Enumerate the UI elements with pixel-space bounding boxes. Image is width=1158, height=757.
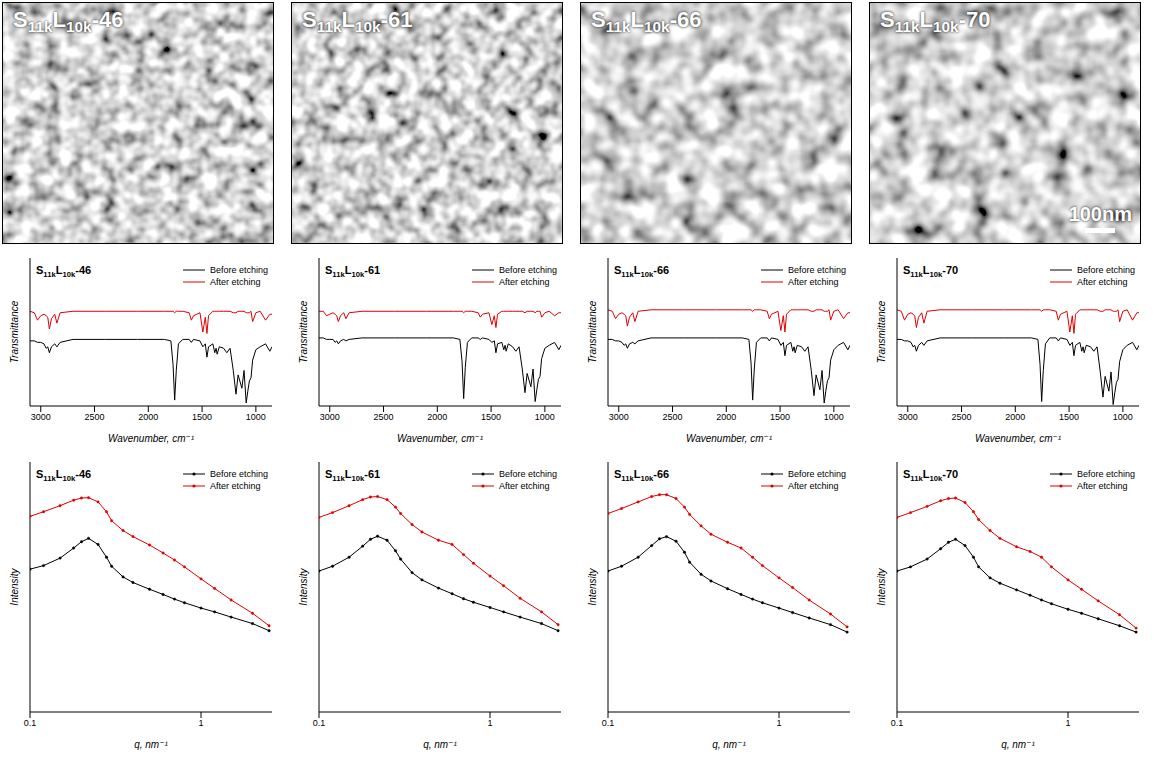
html-text:S11kL10k-61: S11kL10k-61	[325, 468, 381, 484]
html-text:S11kL10k-70: S11kL10k-70	[903, 264, 959, 280]
html-text:S11kL10k-66: S11kL10k-66	[614, 468, 670, 484]
svg-text:2000: 2000	[716, 412, 736, 422]
svg-text:1000: 1000	[535, 412, 555, 422]
svg-text:Wavenumber, cm⁻¹: Wavenumber, cm⁻¹	[108, 433, 195, 444]
svg-text:2500: 2500	[663, 412, 683, 422]
svg-text:2500: 2500	[85, 412, 105, 422]
svg-text:1000: 1000	[246, 412, 266, 422]
svg-text:Transmittance: Transmittance	[587, 300, 598, 363]
svg-text:Transmittance: Transmittance	[9, 300, 20, 363]
html-text:S11kL10k-70: S11kL10k-70	[903, 468, 959, 484]
svg-text:2000: 2000	[1005, 412, 1025, 422]
html-text:Before etching: Before etching	[1077, 469, 1135, 479]
svg-text:Wavenumber, cm⁻¹: Wavenumber, cm⁻¹	[975, 433, 1062, 444]
html-text:Before etching: Before etching	[210, 469, 268, 479]
html-text:S11kL10k-70: S11kL10k-70	[880, 7, 991, 36]
html-text:S11kL10k-66: S11kL10k-66	[591, 7, 702, 36]
svg-text:1500: 1500	[1059, 412, 1079, 422]
svg-text:1500: 1500	[770, 412, 790, 422]
html-text:After etching: After etching	[499, 481, 550, 491]
svg-text:1: 1	[199, 718, 204, 728]
svg-text:Intensity: Intensity	[298, 567, 309, 605]
svg-text:Wavenumber, cm⁻¹: Wavenumber, cm⁻¹	[686, 433, 773, 444]
svg-text:2500: 2500	[374, 412, 394, 422]
html-text:After etching: After etching	[499, 277, 550, 287]
svg-text:Wavenumber, cm⁻¹: Wavenumber, cm⁻¹	[397, 433, 484, 444]
svg-text:1500: 1500	[192, 412, 212, 422]
html-text:Before etching: Before etching	[499, 265, 557, 275]
svg-text:2000: 2000	[138, 412, 158, 422]
html-text:100nm: 100nm	[1068, 203, 1132, 225]
svg-text:Intensity: Intensity	[9, 567, 20, 605]
html-text:S11kL10k-46: S11kL10k-46	[36, 468, 92, 484]
svg-text:1500: 1500	[481, 412, 501, 422]
svg-text:Transmittance: Transmittance	[298, 300, 309, 363]
html-text:After etching: After etching	[210, 481, 261, 491]
svg-text:3000: 3000	[609, 412, 629, 422]
svg-text:0.1: 0.1	[891, 718, 904, 728]
svg-text:1: 1	[488, 718, 493, 728]
html-text:After etching: After etching	[1077, 481, 1128, 491]
svg-text:q, nm⁻¹: q, nm⁻¹	[423, 739, 457, 750]
html-text:S11kL10k-66: S11kL10k-66	[614, 264, 670, 280]
html-text:After etching: After etching	[1077, 277, 1128, 287]
svg-text:0.1: 0.1	[313, 718, 326, 728]
svg-text:0.1: 0.1	[24, 718, 37, 728]
svg-text:1000: 1000	[824, 412, 844, 422]
svg-text:2500: 2500	[952, 412, 972, 422]
html-text:After etching: After etching	[788, 277, 839, 287]
svg-text:1: 1	[1066, 718, 1071, 728]
svg-text:q, nm⁻¹: q, nm⁻¹	[134, 739, 168, 750]
html-text:S11kL10k-61: S11kL10k-61	[325, 264, 381, 280]
html-text:Before etching: Before etching	[210, 265, 268, 275]
svg-text:1: 1	[777, 718, 782, 728]
svg-text:Intensity: Intensity	[876, 567, 887, 605]
svg-text:q, nm⁻¹: q, nm⁻¹	[1001, 739, 1035, 750]
svg-text:1000: 1000	[1113, 412, 1133, 422]
html-text:Before etching: Before etching	[1077, 265, 1135, 275]
svg-text:3000: 3000	[320, 412, 340, 422]
svg-text:Transmittance: Transmittance	[876, 300, 887, 363]
html-text:Before etching: Before etching	[499, 469, 557, 479]
html-text:After etching: After etching	[210, 277, 261, 287]
svg-text:q, nm⁻¹: q, nm⁻¹	[712, 739, 746, 750]
html-text:Before etching: Before etching	[788, 469, 846, 479]
html-text:S11kL10k-46: S11kL10k-46	[36, 264, 92, 280]
svg-text:0.1: 0.1	[602, 718, 615, 728]
html-text:Before etching: Before etching	[788, 265, 846, 275]
svg-text:Intensity: Intensity	[587, 567, 598, 605]
svg-text:3000: 3000	[31, 412, 51, 422]
html-text:S11kL10k-61: S11kL10k-61	[302, 7, 413, 36]
html-text:S11kL10k-46: S11kL10k-46	[13, 7, 124, 36]
svg-text:2000: 2000	[427, 412, 447, 422]
svg-text:3000: 3000	[898, 412, 918, 422]
html-text:After etching: After etching	[788, 481, 839, 491]
